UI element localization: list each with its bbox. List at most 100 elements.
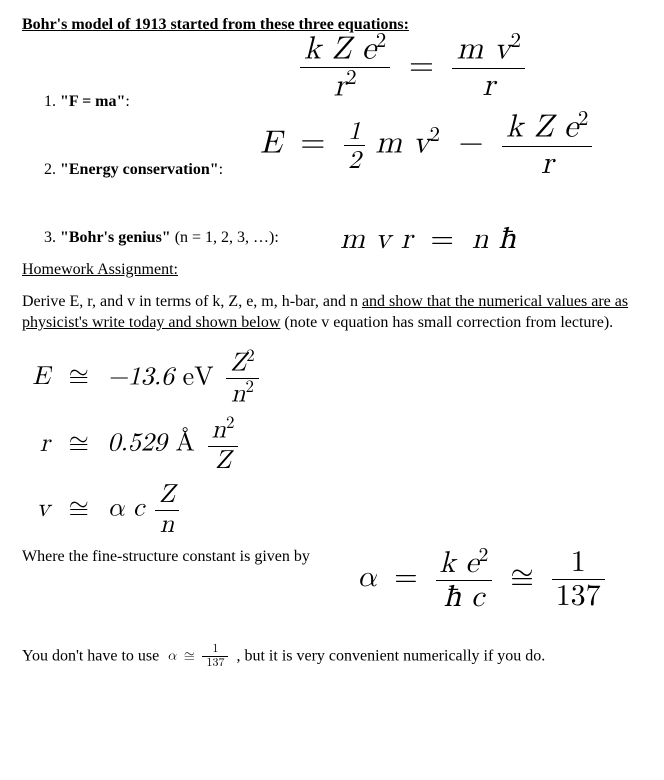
fine-frac1-num-a: k e: [440, 548, 479, 578]
item2-label: "Energy conservation":: [60, 159, 223, 181]
derived-r-unit: Å: [175, 431, 195, 457]
homework-body-a: Derive E, r, and v in terms of k, Z, e, …: [22, 293, 362, 310]
derived-v-coef: α c: [108, 496, 145, 522]
equation-f-ma: k Z e2 r2 = m v2 r: [300, 31, 525, 106]
eq2-half-num: 1: [344, 117, 365, 146]
derived-E-approx: ≅: [59, 364, 99, 390]
derived-E-num: Z2: [226, 348, 258, 379]
fine-equals: =: [386, 562, 425, 592]
derived-r-sym: r: [28, 427, 50, 462]
derived-r-num: n2: [208, 415, 239, 446]
eq1-lhs-num-sup: 2: [376, 31, 386, 52]
derived-v-frac: Z n: [155, 481, 179, 539]
eq2-equals: =: [292, 127, 333, 159]
derived-equations: E ≅ −13.6 eV Z2 n2 r ≅ 0.529 Å n2 Z v ≅ …: [28, 348, 642, 540]
equation-energy: E = 1 2 m v2 − k Z e2 r: [260, 109, 592, 182]
eq2-lhs: E: [260, 127, 282, 159]
eq1-equals: =: [401, 50, 442, 82]
derived-v: v ≅ α c Z n: [28, 481, 642, 539]
fine-frac1: k e2 ħ c: [436, 545, 493, 614]
derived-r-val: 0.529: [108, 431, 176, 457]
derived-r-num-sup: 2: [226, 415, 234, 432]
fine-frac1-den: ħ c: [436, 581, 493, 614]
item-energy: "Energy conservation": E = 1 2 m v2 − k …: [60, 159, 642, 181]
derived-E-frac: Z2 n2: [226, 348, 258, 410]
item3-label-bold: "Bohr's genius": [60, 229, 171, 246]
derived-r-frac: n2 Z: [208, 415, 239, 475]
note-b: , but it is very convenient numerically …: [236, 648, 545, 665]
homework-body: Derive E, r, and v in terms of k, Z, e, …: [22, 291, 642, 334]
eq1-lhs-den: r2: [300, 68, 390, 105]
derived-v-sym: v: [28, 492, 50, 527]
note-line: You don't have to use α ≅ 1 137 , but it…: [22, 643, 642, 670]
derived-E-val: −13.6: [108, 364, 183, 390]
fine-frac2: 1 137: [552, 546, 605, 613]
equation-list: "F = ma": k Z e2 r2 = m v2 r "Energy con…: [22, 91, 642, 249]
item1-colon: :: [125, 93, 129, 110]
eq2-half-den: 2: [344, 146, 365, 174]
derived-v-num: Z: [155, 481, 179, 511]
item1-label-bold: "F = ma": [60, 93, 125, 110]
fine-frac2-den: 137: [552, 580, 605, 613]
eq3-lhs: m v r: [340, 224, 413, 254]
note-mini-alpha: α: [167, 649, 176, 663]
eq1-rhs-den: r: [452, 69, 525, 104]
eq3-rhs: n ħ: [472, 224, 516, 254]
note-mini-approx: ≅: [181, 649, 198, 663]
derived-E-den-sup: 2: [245, 379, 253, 396]
derived-v-approx: ≅: [59, 496, 99, 522]
derived-r-num-a: n: [212, 418, 226, 444]
eq2-minus: −: [451, 127, 492, 159]
item1-label: "F = ma":: [60, 91, 130, 113]
eq2-half: 1 2: [344, 117, 365, 174]
eq2-frac-num-sup: 2: [578, 109, 588, 130]
item3-label: "Bohr's genius" (n = 1, 2, 3, …):: [60, 227, 279, 249]
derived-E-den: n2: [226, 379, 258, 409]
eq2-mv-sup: 2: [430, 124, 440, 145]
fine-structure-equation: α = k e2 ħ c ≅ 1 137: [357, 545, 605, 614]
derived-E-sym: E: [28, 360, 50, 395]
eq1-lhs-den-sup: 2: [346, 68, 356, 89]
fine-frac1-num: k e2: [436, 545, 493, 581]
derived-E: E ≅ −13.6 eV Z2 n2: [28, 348, 642, 410]
derived-r-den: Z: [208, 447, 239, 476]
note-mini-den: 137: [202, 657, 228, 670]
item2-label-bold: "Energy conservation": [60, 161, 219, 178]
eq2-mv: m v: [375, 127, 429, 159]
eq1-lhs-num-a: k Z e: [304, 33, 376, 65]
eq1-lhs-den-a: r: [334, 71, 347, 103]
eq1-lhs-frac: k Z e2 r2: [300, 31, 390, 106]
eq1-rhs-num: m v2: [452, 31, 525, 69]
eq2-frac-num-a: k Z e: [506, 111, 578, 143]
eq2-frac-den: r: [502, 147, 592, 182]
eq1-rhs-frac: m v2 r: [452, 31, 525, 104]
derived-v-den: n: [155, 511, 179, 540]
note-a: You don't have to use: [22, 648, 159, 665]
note-mini-equation: α ≅ 1 137: [167, 643, 228, 670]
homework-body-b: (note v equation has small correction fr…: [280, 314, 613, 331]
item3-mid: (n = 1, 2, 3, …): [171, 229, 275, 246]
eq1-lhs-num: k Z e2: [300, 31, 390, 69]
fine-frac2-num: 1: [552, 546, 605, 580]
derived-r-approx: ≅: [59, 431, 99, 457]
fine-structure-text: Where the fine-structure constant is giv…: [22, 546, 310, 568]
homework-title: Homework Assignment:: [22, 259, 642, 281]
eq1-rhs-num-sup: 2: [511, 31, 521, 52]
fine-structure-line: Where the fine-structure constant is giv…: [22, 545, 642, 625]
eq2-frac-num: k Z e2: [502, 109, 592, 147]
note-mini-num: 1: [202, 643, 228, 657]
item2-colon: :: [219, 161, 223, 178]
derived-r: r ≅ 0.529 Å n2 Z: [28, 415, 642, 475]
derived-E-num-a: Z: [230, 350, 246, 376]
item3-colon: :: [274, 229, 278, 246]
homework-colon: :: [174, 261, 178, 278]
page-root: Bohr's model of 1913 started from these …: [0, 0, 664, 691]
homework-title-text: Homework Assignment: [22, 261, 174, 278]
equation-bohr: m v r = n ħ: [340, 219, 516, 260]
fine-approx: ≅: [502, 562, 541, 592]
fine-frac1-num-sup: 2: [479, 545, 489, 565]
note-mini-frac: 1 137: [202, 643, 228, 670]
derived-E-unit: eV: [183, 364, 214, 390]
item-bohr-genius: "Bohr's genius" (n = 1, 2, 3, …): m v r …: [60, 227, 642, 249]
eq1-rhs-num-a: m v: [456, 34, 510, 66]
